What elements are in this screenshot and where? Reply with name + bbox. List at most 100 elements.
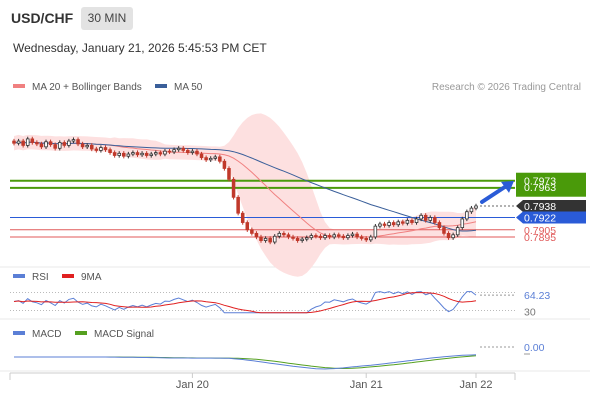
candle-body xyxy=(346,235,350,239)
candle-body xyxy=(80,143,85,148)
candle-body xyxy=(53,144,57,149)
candle-body xyxy=(387,222,391,226)
candle-body xyxy=(474,205,478,209)
rsi-line xyxy=(13,291,477,314)
candle-body xyxy=(208,157,213,161)
legend-swatch xyxy=(155,84,167,88)
candle-body xyxy=(99,147,103,151)
candle-body xyxy=(396,221,401,226)
candle-body xyxy=(410,219,414,223)
candle-body xyxy=(433,217,437,223)
candle-body xyxy=(240,212,245,223)
candle-body xyxy=(199,153,204,159)
ma50-line xyxy=(13,141,477,232)
candle-body xyxy=(446,232,451,239)
candle-body xyxy=(154,152,158,155)
rsi-legend-swatch xyxy=(62,274,74,278)
candle-body xyxy=(67,140,71,146)
candle-body xyxy=(318,235,323,239)
rsi-legend-label: RSI xyxy=(32,272,49,283)
macd-line xyxy=(14,354,477,370)
candle-body xyxy=(231,178,236,198)
candle-body xyxy=(259,236,263,241)
candle-body xyxy=(291,236,295,239)
moving-averages xyxy=(13,141,477,238)
candle-body xyxy=(131,152,135,155)
candle-body xyxy=(263,238,268,241)
candle-body xyxy=(176,147,181,151)
candle-body xyxy=(44,141,48,148)
macd-legend-swatch xyxy=(13,331,25,335)
macd-signal-line xyxy=(14,355,477,370)
chart-datetime: Wednesday, January 21, 2026 5:45:53 PM C… xyxy=(13,41,267,55)
bollinger-bands xyxy=(14,113,476,277)
rsi-legend-swatch xyxy=(13,274,25,278)
macd-legend-swatch xyxy=(75,331,87,335)
candle-body xyxy=(149,153,153,156)
candle-body xyxy=(135,152,140,156)
macd-legend-label: MACD xyxy=(32,329,61,340)
price-label: 0.7938 xyxy=(524,201,556,213)
candle-body xyxy=(71,139,76,142)
candle-body xyxy=(85,144,89,148)
candle-body xyxy=(144,152,149,156)
candle-body xyxy=(282,232,286,236)
candle-body xyxy=(163,150,167,155)
price-levels xyxy=(10,179,515,238)
candle-body xyxy=(373,225,378,238)
time-tick-label: Jan 22 xyxy=(459,379,492,391)
candle-body xyxy=(39,143,44,148)
candle-body xyxy=(117,152,121,156)
legend-label: MA 20 + Bollinger Bands xyxy=(32,82,142,93)
forecast-arrow-head xyxy=(501,180,514,193)
candle-body xyxy=(359,236,364,239)
candle-body xyxy=(323,235,327,239)
candle-body xyxy=(442,227,446,234)
chart-legend: MA 20 + Bollinger Bands MA 50 Research © 2… xyxy=(0,82,590,372)
candle-body xyxy=(103,147,108,151)
candle-body xyxy=(190,150,195,153)
macd-panel: MACD MACD Signal 0.00 xyxy=(13,329,545,370)
candle-body xyxy=(186,150,190,153)
candle-body xyxy=(300,238,304,241)
candle-body xyxy=(35,142,39,145)
green-zone-bg xyxy=(516,172,586,197)
candle-body xyxy=(314,235,318,237)
price-label-bg xyxy=(516,199,586,212)
candle-body xyxy=(12,140,16,144)
candle-body xyxy=(181,147,186,151)
rsi-value-label: 64.23 xyxy=(524,290,550,302)
candle-body xyxy=(401,221,405,224)
rsi-legend-label: 9MA xyxy=(81,272,102,283)
time-tick-label: Jan 20 xyxy=(176,379,209,391)
price-label: 0.7905 xyxy=(524,225,556,237)
candle-body xyxy=(414,218,419,223)
candle-body xyxy=(25,138,30,146)
candle-body xyxy=(213,156,218,159)
timeframe-button[interactable]: 30 MIN xyxy=(81,7,133,30)
candle-body xyxy=(195,150,199,155)
rsi-30-label: 30 xyxy=(524,307,536,319)
candle-body xyxy=(304,237,309,240)
candle-body xyxy=(218,156,222,162)
candle-body xyxy=(30,138,35,143)
candle-body xyxy=(76,139,80,145)
price-label: 0.7973 xyxy=(524,176,556,188)
candle-body xyxy=(332,234,336,238)
bollinger-area xyxy=(14,113,476,277)
macd-value-label: 0.00 xyxy=(524,342,545,354)
legend-swatch xyxy=(13,84,25,88)
candle-body xyxy=(455,227,460,236)
candle-body xyxy=(350,233,355,236)
candle-body xyxy=(378,223,382,227)
candle-body xyxy=(405,219,410,224)
candle-body xyxy=(451,234,455,239)
candle-body xyxy=(469,207,474,213)
candle-body xyxy=(222,160,227,169)
price-label: 0.7963 xyxy=(524,182,556,194)
candle-body xyxy=(277,232,282,237)
candle-body xyxy=(272,235,277,243)
candle-body xyxy=(122,152,126,157)
candle-body xyxy=(158,152,163,155)
